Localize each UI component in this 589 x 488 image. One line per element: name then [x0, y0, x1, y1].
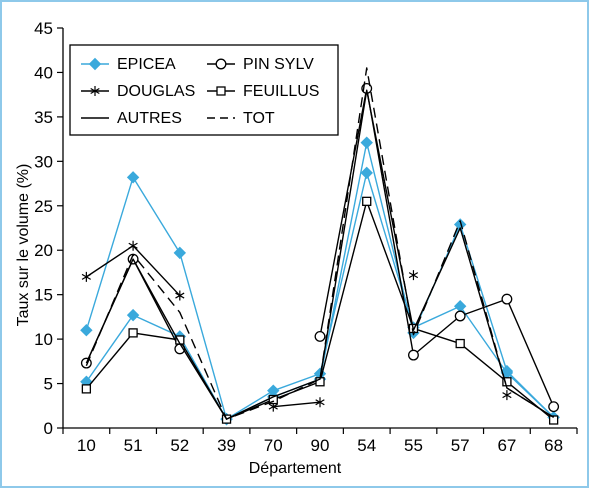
data-point-circle [215, 58, 227, 70]
data-point-star [81, 271, 91, 282]
legend-box [69, 44, 339, 136]
legend: EPICEA PIN SYLV DOUGLAS FEUILLUS AUTRES TOT [69, 44, 339, 136]
x-axis-title: Département [249, 460, 342, 477]
data-point-square [216, 86, 226, 96]
x-tick-label: 52 [170, 436, 189, 455]
data-point-diamond [267, 384, 280, 397]
series-line [273, 401, 321, 408]
legend-label: TOT [243, 110, 275, 127]
data-point-square [548, 415, 559, 425]
series-douglas [81, 240, 512, 412]
series-autres [85, 89, 555, 420]
x-tick-label: 67 [497, 436, 516, 455]
data-point-star [175, 290, 185, 301]
legend-label: FEUILLUS [243, 83, 319, 100]
y-tick-label: 30 [34, 152, 53, 171]
data-point-star [408, 270, 419, 281]
series-line [85, 245, 181, 297]
series-feuillus [81, 196, 559, 425]
legend-label: EPICEA [117, 56, 176, 73]
data-point-circle [548, 401, 560, 413]
series-group [80, 67, 560, 426]
legend-item: EPICEA [81, 56, 176, 73]
data-point-diamond [80, 324, 93, 337]
data-point-circle [314, 330, 326, 342]
x-tick-label: 51 [124, 436, 143, 455]
legend-label: DOUGLAS [117, 83, 195, 100]
data-point-diamond [360, 136, 373, 149]
data-point-circle [408, 349, 419, 361]
legend-item: DOUGLAS [81, 83, 195, 100]
data-point-square [128, 328, 138, 338]
legend-item: PIN SYLV [207, 56, 314, 73]
data-point-star [502, 390, 512, 401]
x-tick-label: 68 [544, 436, 563, 455]
legend-item: TOT [207, 110, 275, 127]
y-tick-label: 5 [44, 375, 53, 394]
x-tick-label: 90 [311, 436, 330, 455]
x-tick-label: 57 [451, 436, 470, 455]
y-tick-label: 15 [34, 286, 53, 305]
legend-item: AUTRES [81, 110, 182, 127]
data-point-circle [80, 357, 92, 369]
y-axis-title: Taux sur le volume (%) [15, 164, 32, 327]
series-line [85, 200, 555, 421]
data-point-square [81, 384, 92, 394]
data-point-star [128, 240, 138, 251]
x-tick-label: 70 [264, 436, 283, 455]
x-tick-label: 54 [357, 436, 376, 455]
x-tick-label: 10 [77, 436, 96, 455]
legend-item: FEUILLUS [207, 83, 319, 100]
series-line [85, 89, 555, 420]
y-tick-label: 35 [34, 108, 53, 127]
data-point-diamond [126, 171, 140, 184]
x-tick-label: 39 [217, 436, 236, 455]
axes: 0 5 10 15 20 25 30 35 40 45 10 51 52 39 70 90 54 55 57 67 68 [34, 19, 578, 455]
data-point-diamond [88, 57, 102, 71]
y-tick-label: 20 [34, 241, 53, 260]
y-tick-label: 45 [34, 19, 53, 38]
data-point-diamond [126, 308, 140, 322]
y-tick-label: 25 [34, 197, 53, 216]
data-point-square [455, 338, 465, 349]
data-point-square [362, 196, 372, 206]
data-point-star [315, 397, 325, 408]
data-point-diamond [173, 246, 187, 260]
legend-label: PIN SYLV [243, 56, 314, 73]
legend-label: AUTRES [117, 110, 182, 127]
x-tick-label: 55 [404, 436, 423, 455]
y-tick-label: 0 [44, 419, 53, 438]
data-point-diamond [453, 300, 467, 313]
y-tick-label: 10 [34, 330, 53, 349]
data-point-diamond [360, 166, 373, 180]
y-tick-label: 40 [34, 63, 53, 82]
data-point-star [90, 86, 100, 96]
data-point-circle [501, 293, 513, 305]
data-point-circle [454, 310, 466, 322]
